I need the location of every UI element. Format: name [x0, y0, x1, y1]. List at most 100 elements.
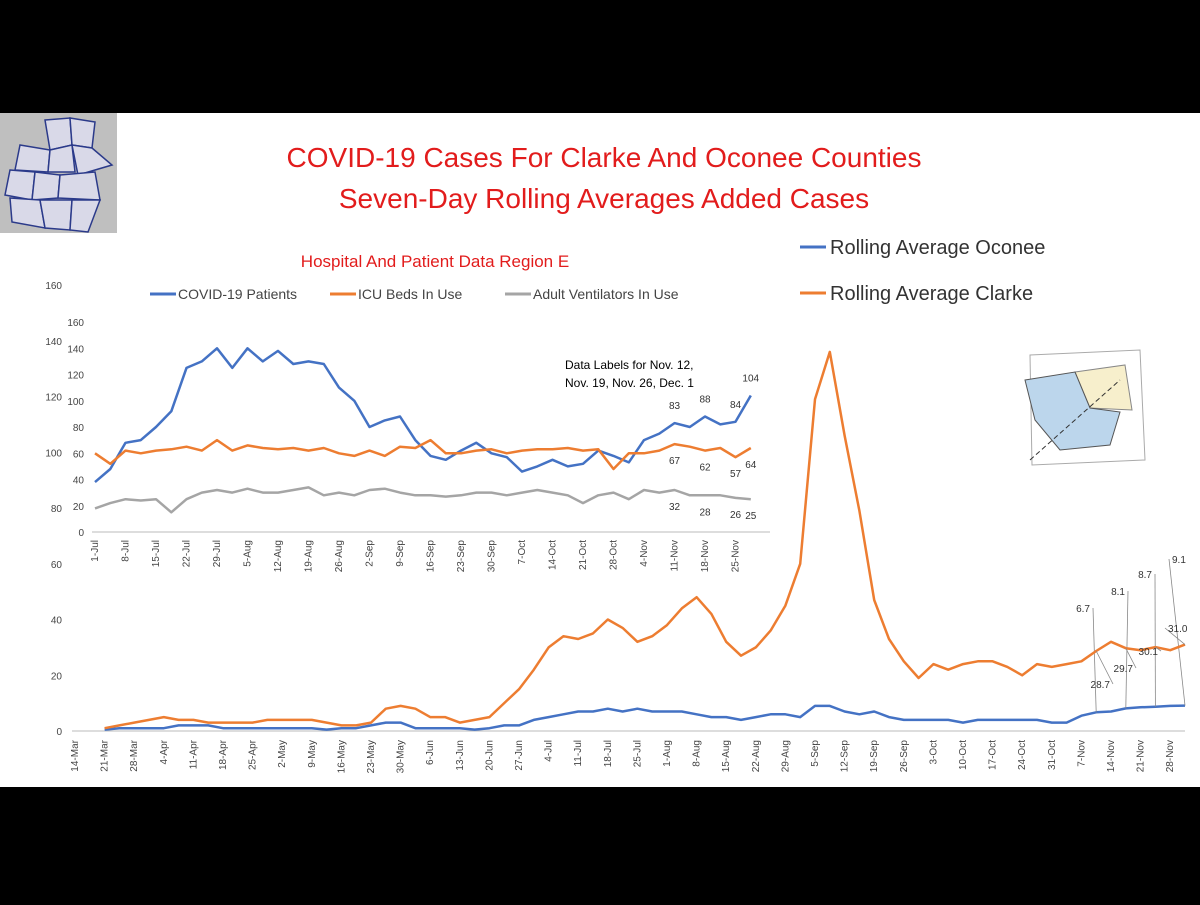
x-tick-label: 14-Oct	[548, 540, 559, 570]
y-tick-label: 60	[73, 449, 85, 460]
chart-title: COVID-19 Cases For Clarke And Oconee Cou…	[287, 142, 922, 173]
data-label: 64	[745, 460, 757, 471]
x-tick-label: 18-Nov	[700, 540, 711, 572]
data-label: 6.7	[1076, 604, 1090, 615]
x-tick-label: 25-Nov	[731, 540, 742, 572]
x-tick-label: 4-Jul	[544, 740, 555, 762]
annotation: Data Labels for Nov. 12,	[565, 358, 694, 372]
y-tick-label: 0	[56, 727, 62, 738]
x-tick-label: 28-Mar	[129, 739, 140, 771]
x-tick-label: 15-Aug	[721, 740, 732, 772]
data-label: 84	[730, 400, 742, 411]
y-tick-label: 80	[73, 423, 85, 434]
x-tick-label: 21-Oct	[578, 540, 589, 570]
legend-label: Adult Ventilators In Use	[533, 286, 679, 302]
y-tick-label: 160	[67, 318, 84, 329]
x-tick-label: 7-Oct	[517, 540, 528, 565]
x-tick-label: 30-May	[396, 740, 407, 773]
data-label: 26	[730, 510, 742, 521]
x-tick-label: 6-Jun	[425, 740, 436, 765]
legend-label: COVID-19 Patients	[178, 286, 297, 302]
x-tick-label: 5-Sep	[810, 740, 821, 767]
y-tick-label: 120	[67, 371, 84, 382]
x-tick-label: 17-Oct	[988, 740, 999, 770]
y-tick-label: 40	[73, 476, 85, 487]
x-tick-label: 29-Aug	[780, 740, 791, 772]
x-tick-label: 25-Apr	[248, 739, 259, 770]
x-tick-label: 1-Jul	[90, 540, 101, 562]
data-label: 104	[742, 374, 759, 385]
chart-subtitle: Seven-Day Rolling Averages Added Cases	[339, 183, 869, 214]
x-tick-label: 10-Oct	[958, 740, 969, 770]
x-tick-label: 31-Oct	[1047, 740, 1058, 770]
x-tick-label: 30-Sep	[487, 540, 498, 573]
y-tick-label: 20	[73, 502, 85, 513]
data-label: 25	[745, 511, 757, 522]
y-tick-label: 160	[45, 281, 62, 292]
x-tick-label: 18-Apr	[218, 739, 229, 770]
x-tick-label: 11-Jul	[573, 740, 584, 767]
x-tick-label: 11-Nov	[670, 540, 681, 572]
x-tick-label: 28-Nov	[1165, 740, 1176, 772]
x-tick-label: 16-Sep	[426, 540, 437, 573]
x-tick-label: 22-Aug	[751, 740, 762, 772]
x-tick-label: 8-Jul	[121, 540, 132, 562]
legend-label: Rolling Average Clarke	[830, 283, 1033, 305]
inset-title: Hospital And Patient Data Region E	[301, 252, 569, 271]
x-tick-label: 20-Jun	[484, 740, 495, 771]
x-tick-label: 28-Oct	[609, 540, 620, 570]
x-tick-label: 9-May	[307, 740, 318, 768]
x-tick-label: 23-May	[366, 740, 377, 773]
x-tick-label: 4-Apr	[159, 739, 170, 764]
data-label: 8.1	[1111, 587, 1125, 598]
x-tick-label: 2-Sep	[365, 540, 376, 567]
x-tick-label: 5-Aug	[243, 540, 254, 567]
x-tick-label: 15-Jul	[151, 540, 162, 567]
x-tick-label: 4-Nov	[639, 540, 650, 567]
data-label: 62	[699, 463, 711, 474]
y-tick-label: 40	[51, 616, 63, 627]
x-tick-label: 26-Aug	[334, 540, 345, 572]
data-label: 30.1	[1139, 647, 1159, 658]
y-tick-label: 140	[67, 344, 84, 355]
y-tick-label: 0	[78, 528, 84, 539]
y-tick-label: 80	[51, 504, 63, 515]
y-tick-label: 20	[51, 671, 63, 682]
county-map-left	[0, 113, 117, 233]
x-tick-label: 23-Sep	[456, 540, 467, 573]
legend-label: Rolling Average Oconee	[830, 237, 1045, 259]
x-tick-label: 11-Apr	[188, 739, 199, 769]
x-tick-label: 19-Sep	[869, 740, 880, 773]
county-map-right	[1025, 350, 1145, 465]
data-label: 28.7	[1091, 680, 1111, 691]
x-tick-label: 19-Aug	[304, 540, 315, 572]
x-tick-label: 12-Sep	[840, 740, 851, 773]
x-tick-label: 21-Nov	[1136, 740, 1147, 772]
data-label: 67	[669, 456, 681, 467]
x-tick-label: 12-Aug	[273, 540, 284, 572]
data-label: 83	[669, 401, 681, 412]
data-label: 28	[699, 507, 711, 518]
x-tick-label: 1-Aug	[662, 740, 673, 767]
x-tick-label: 8-Aug	[692, 740, 703, 767]
x-tick-label: 18-Jul	[603, 740, 614, 767]
y-tick-label: 100	[45, 448, 62, 459]
annotation: Nov. 19, Nov. 26, Dec. 1	[565, 376, 694, 390]
x-tick-label: 3-Oct	[928, 740, 939, 765]
x-tick-label: 29-Jul	[212, 540, 223, 567]
data-label: 31.0	[1168, 624, 1188, 635]
x-tick-label: 25-Jul	[632, 740, 643, 767]
data-label: 29.7	[1114, 664, 1134, 675]
x-tick-label: 7-Nov	[1076, 740, 1087, 767]
data-label: 9.1	[1172, 555, 1186, 566]
x-tick-label: 14-Mar	[70, 739, 81, 771]
y-tick-label: 60	[51, 560, 63, 571]
data-label: 8.7	[1138, 570, 1152, 581]
data-label: 88	[699, 395, 711, 406]
y-tick-label: 120	[45, 393, 62, 404]
x-tick-label: 2-May	[277, 740, 288, 768]
x-tick-label: 13-Jun	[455, 740, 466, 771]
x-tick-label: 24-Oct	[1017, 740, 1028, 770]
x-tick-label: 22-Jul	[182, 540, 193, 567]
